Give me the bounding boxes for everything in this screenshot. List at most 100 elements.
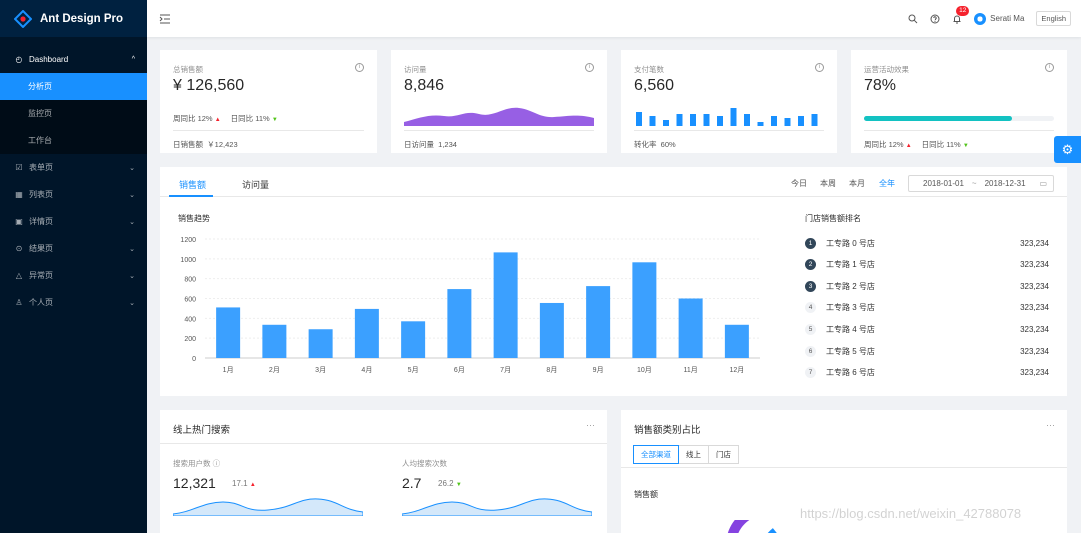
x-tick-label: 2月 xyxy=(269,366,280,374)
sales-trend-chart: 0 200 400 600 800 1000 1200 1月 2月 3月 4月 5月 6月 7月 8月 9月 1… xyxy=(180,237,760,374)
x-tick-label: 10月 xyxy=(637,366,652,374)
logo[interactable]: Ant Design Pro xyxy=(0,0,147,37)
store-name: 工专路 3 号店 xyxy=(826,303,875,313)
chevron-down-icon: ⌄ xyxy=(129,299,135,307)
check-circle-icon: ⊙ xyxy=(15,244,23,253)
menu-fold-icon[interactable] xyxy=(159,13,171,25)
stat-card-payments: 支付笔数 i 6,560 转化率 60% xyxy=(621,50,837,153)
footer-value: 1,234 xyxy=(438,140,457,149)
week-label: 周同比 xyxy=(173,114,196,123)
rank-number: 6 xyxy=(805,345,816,357)
sales-bar[interactable] xyxy=(678,298,703,359)
bell-icon[interactable]: 12 xyxy=(952,5,970,24)
payment-bar xyxy=(744,114,750,126)
more-icon[interactable]: ··· xyxy=(1046,420,1055,430)
sales-bar[interactable] xyxy=(539,302,564,358)
ranking-row: 2 工专路 1 号店 323,234 xyxy=(805,258,1049,272)
language-select[interactable]: English xyxy=(1036,11,1071,26)
search-icon[interactable] xyxy=(908,14,918,24)
range-week[interactable]: 本周 xyxy=(820,179,836,188)
stat-card-visits: 访问量 i 8,846 日访问量 1,234 xyxy=(391,50,607,153)
sales-card: 销售额 访问量 今日 本周 本月 全年 2018-01-01 ~ 2018-12… xyxy=(160,167,1067,396)
table-icon: ▦ xyxy=(15,190,23,199)
help-icon[interactable] xyxy=(930,14,940,24)
segment-store[interactable]: 门店 xyxy=(708,445,739,464)
chevron-down-icon: ⌄ xyxy=(129,191,135,199)
sidebar: Ant Design Pro ◴ Dashboard ^ 分析页 监控页 工作台… xyxy=(0,0,147,533)
week-value: 12% xyxy=(197,114,213,123)
sales-bar[interactable] xyxy=(724,324,749,358)
change-value: 17.1 xyxy=(232,479,248,488)
info-icon[interactable]: i xyxy=(585,63,594,72)
stat-label: 运营活动效果 xyxy=(864,65,909,74)
stat-footer: 日访问量 1,234 xyxy=(404,130,594,150)
sidebar-item-list[interactable]: ▦ 列表页 ⌄ xyxy=(0,181,147,208)
range-month[interactable]: 本月 xyxy=(849,179,865,188)
sidebar-item-profile[interactable]: ▣ 详情页 ⌄ xyxy=(0,208,147,235)
sidebar-item-analysis[interactable]: 分析页 xyxy=(0,73,147,100)
sales-bar[interactable] xyxy=(493,252,518,358)
date-range-picker[interactable]: 2018-01-01 ~ 2018-12-31 ▭ xyxy=(908,175,1054,192)
info-icon[interactable]: ⓘ xyxy=(212,459,221,468)
sales-bar[interactable] xyxy=(586,286,611,358)
sidebar-item-workplace[interactable]: 工作台 xyxy=(0,127,147,154)
info-icon[interactable]: i xyxy=(1045,63,1054,72)
info-icon[interactable]: i xyxy=(815,63,824,72)
y-tick-label: 600 xyxy=(184,297,196,304)
payment-bar xyxy=(663,120,669,126)
header: 12 Serati Ma English xyxy=(147,0,1081,37)
sidebar-menu: ◴ Dashboard ^ 分析页 监控页 工作台 ☑ 表单页 ⌄ ▦ 列表页 … xyxy=(0,37,147,316)
more-icon[interactable]: ··· xyxy=(586,420,595,430)
calendar-icon: ▭ xyxy=(1039,179,1047,188)
store-sales: 323,234 xyxy=(1020,346,1049,356)
sidebar-item-result[interactable]: ⊙ 结果页 ⌄ xyxy=(0,235,147,262)
sidebar-item-monitor[interactable]: 监控页 xyxy=(0,100,147,127)
chevron-down-icon: ⌄ xyxy=(129,218,135,226)
store-name: 工专路 5 号店 xyxy=(826,346,875,356)
chevron-up-icon: ^ xyxy=(131,56,135,63)
y-tick-label: 800 xyxy=(184,277,196,284)
card-title: 销售额类别占比 xyxy=(634,425,701,436)
x-tick-label: 4月 xyxy=(361,366,372,374)
x-tick-label: 1月 xyxy=(223,366,234,374)
sidebar-item-dashboard[interactable]: ◴ Dashboard ^ xyxy=(0,46,147,73)
info-icon[interactable]: i xyxy=(355,63,364,72)
payment-bar xyxy=(690,114,696,126)
rank-number: 5 xyxy=(805,323,816,335)
sales-bar[interactable] xyxy=(401,321,426,358)
tab-sales[interactable]: 销售额 xyxy=(179,180,207,190)
user-menu[interactable]: Serati Ma xyxy=(974,12,1024,25)
caret-down-icon: ▼ xyxy=(455,482,462,488)
range-today[interactable]: 今日 xyxy=(791,179,807,188)
search-users-label-text: 搜索用户数 xyxy=(173,459,211,468)
card-header: 线上热门搜索 ··· xyxy=(160,410,607,444)
store-sales: 323,234 xyxy=(1020,238,1049,248)
sales-bar[interactable] xyxy=(308,329,333,358)
range-year[interactable]: 全年 xyxy=(879,179,895,188)
x-tick-label: 6月 xyxy=(454,366,465,374)
segment-online[interactable]: 线上 xyxy=(678,445,709,464)
y-tick-label: 0 xyxy=(192,356,196,363)
payment-bar xyxy=(811,114,818,126)
tab-visits[interactable]: 访问量 xyxy=(242,180,270,190)
sidebar-item-label: 监控页 xyxy=(28,109,52,118)
header-actions: 12 Serati Ma English xyxy=(908,0,1071,37)
dashboard-icon: ◴ xyxy=(15,55,23,64)
sidebar-item-form[interactable]: ☑ 表单页 ⌄ xyxy=(0,154,147,181)
store-name: 工专路 2 号店 xyxy=(826,281,875,291)
sales-bar[interactable] xyxy=(354,308,379,358)
ranking-row: 1 工专路 0 号店 323,234 xyxy=(805,236,1049,250)
settings-drawer-button[interactable]: ⚙ xyxy=(1054,136,1081,163)
tab-ink-bar xyxy=(169,195,213,197)
sales-bar[interactable] xyxy=(216,307,241,358)
payment-bar xyxy=(784,118,791,126)
sales-bar[interactable] xyxy=(632,262,657,358)
rank-number: 7 xyxy=(805,367,816,379)
sidebar-item-account[interactable]: ♙ 个人页 ⌄ xyxy=(0,289,147,316)
sidebar-item-label: 列表页 xyxy=(29,190,53,199)
sidebar-item-exception[interactable]: △ 异常页 ⌄ xyxy=(0,262,147,289)
sales-bar[interactable] xyxy=(447,289,472,358)
segment-all[interactable]: 全部渠道 xyxy=(633,445,679,464)
card-header: 销售额类别占比 ··· 全部渠道 线上 门店 xyxy=(621,410,1067,468)
sales-bar[interactable] xyxy=(262,324,287,358)
